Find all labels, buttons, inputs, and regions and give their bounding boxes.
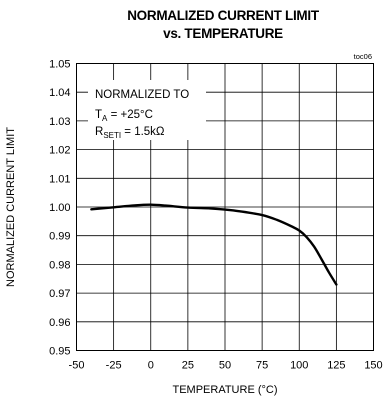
annotation-box: NORMALIZED TO TA = +25°C RSETI = 1.5kΩ	[88, 80, 206, 140]
x-tick-label: 50	[219, 360, 231, 372]
x-tick-label: 25	[182, 360, 194, 372]
annotation-line3-var: R	[95, 126, 103, 138]
y-tick-label: 1.03	[49, 116, 70, 128]
y-axis-label: NORMALIZED CURRENT LIMIT	[5, 127, 17, 287]
x-axis-label: TEMPERATURE (°C)	[172, 384, 277, 396]
chart-title-line1: NORMALIZED CURRENT LIMIT	[127, 8, 320, 23]
x-tick-label: 100	[290, 360, 308, 372]
x-tick-label: 75	[256, 360, 268, 372]
annotation-line2-sub: A	[102, 114, 108, 123]
y-tick-label: 0.97	[49, 288, 70, 300]
figure-id-label: toc06	[354, 52, 372, 61]
x-tick-label: -50	[69, 360, 85, 372]
annotation-background	[88, 80, 206, 140]
y-tick-labels: 1.05 1.04 1.03 1.02 1.01 1.00 0.99 0.98 0.97 0.96…	[49, 59, 70, 358]
x-tick-label: -25	[106, 360, 122, 372]
x-tick-label: 0	[148, 360, 154, 372]
y-tick-label: 1.02	[49, 145, 70, 157]
x-tick-label: 125	[327, 360, 345, 372]
y-tick-label: 0.98	[49, 259, 70, 271]
series-line	[90, 203, 338, 286]
annotation-line2-var: T	[95, 109, 102, 121]
y-tick-label: 0.99	[49, 231, 70, 243]
annotation-line1: NORMALIZED TO	[95, 89, 189, 101]
y-tick-label: 1.00	[49, 202, 70, 214]
annotation-line3-sub: SETI	[103, 131, 121, 140]
annotation-line3: RSETI = 1.5kΩ	[95, 126, 165, 140]
y-tick-label: 1.05	[49, 59, 70, 71]
plot-frame	[76, 63, 374, 351]
y-tick-label: 1.04	[49, 87, 70, 99]
chart-title-line2: vs. TEMPERATURE	[163, 26, 283, 41]
y-tick-label: 0.96	[49, 317, 70, 329]
annotation-line2: TA = +25°C	[95, 109, 153, 123]
x-tick-label: 150	[364, 360, 382, 372]
y-tick-label: 1.01	[49, 173, 70, 185]
y-tick-label: 0.95	[49, 346, 70, 358]
x-tick-labels: -50 -25 0 25 50 75 100 125 150	[69, 360, 383, 372]
annotation-line2-rest: = +25°C	[107, 109, 153, 121]
annotation-line3-rest: = 1.5kΩ	[121, 126, 165, 138]
